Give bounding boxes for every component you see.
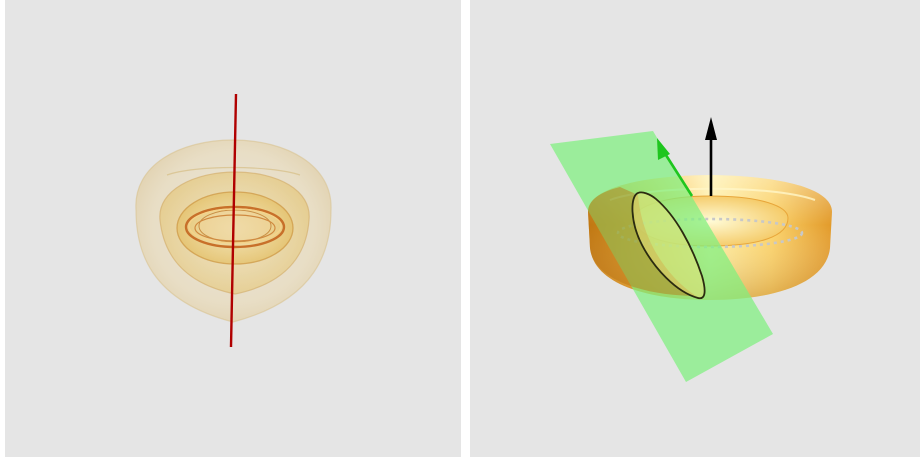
vertical-axis-arrow-head: [705, 117, 717, 140]
left-panel: [5, 0, 461, 457]
outer-torus-top-rim: [166, 166, 301, 176]
inner-torus-ring-highlight: [188, 208, 282, 244]
third-torus-hole: [198, 209, 272, 243]
plane-normal-arrow-shaft: [662, 151, 694, 197]
right-panel: [470, 0, 920, 457]
slice-curve: [631, 191, 706, 300]
plane-normal-arrow-head: [657, 138, 670, 160]
torus-slice-figure: [550, 117, 832, 382]
rotation-axis-line: [229, 93, 238, 348]
nested-tori-figure: [135, 93, 332, 348]
inner-torus-core: [194, 214, 276, 242]
inner-torus-ring: [184, 205, 286, 249]
